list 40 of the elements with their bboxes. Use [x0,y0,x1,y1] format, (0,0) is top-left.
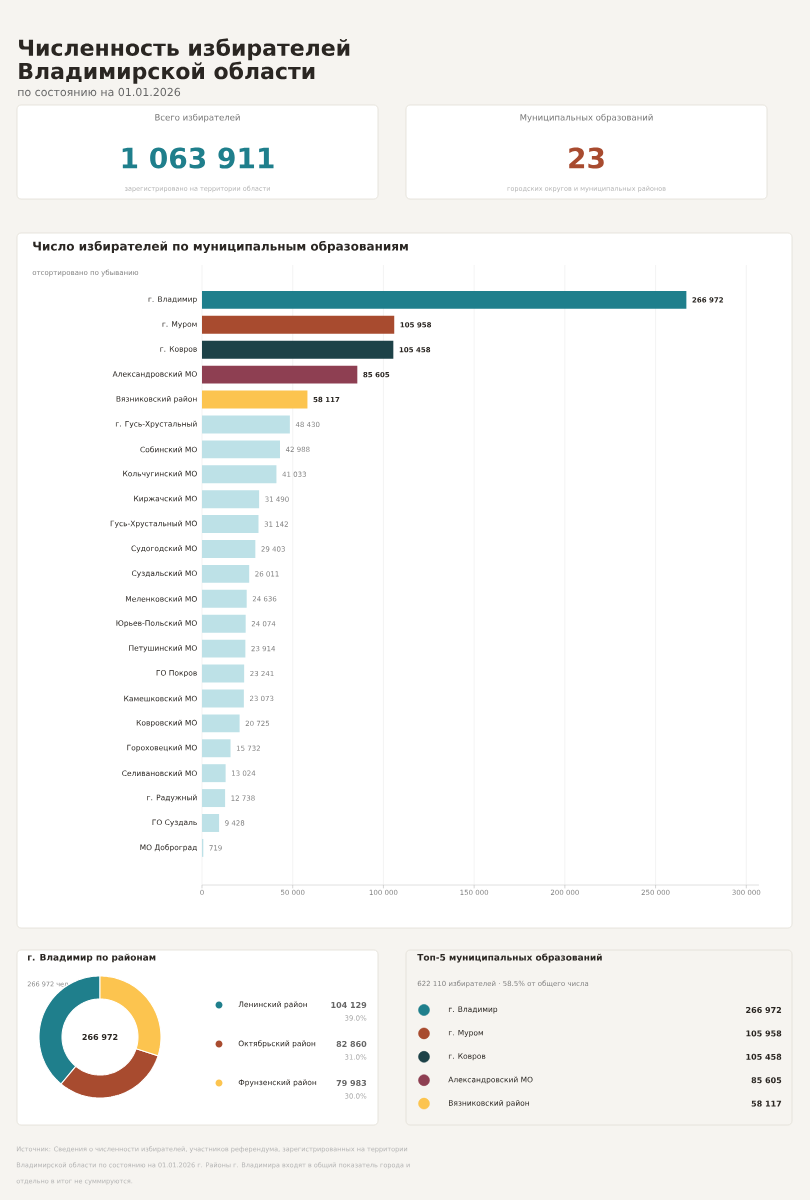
text: 23 [569,147,604,169]
bar [202,739,231,758]
chart-title: Число избирателей по муниципальным образованиям [33,240,408,254]
data-label: 58 117 [751,1100,782,1107]
bar [202,340,394,359]
data-label: 104 129 [331,1001,367,1009]
bar [202,589,247,608]
bar [202,564,250,583]
bar [202,764,226,783]
bar [202,789,226,808]
text: Всего избирателей [155,113,240,123]
bar [202,714,240,733]
text: 1 063 911 [122,147,274,169]
bar [202,689,244,708]
bar [202,639,246,658]
bar [202,490,260,509]
bar [202,664,245,683]
bar [202,390,308,409]
text: Топ-5 муниципальных образований [417,953,602,963]
bar [202,814,220,832]
data-label: 85 605 [751,1077,782,1084]
bar [202,290,687,309]
data-label: 79 983 [336,1079,367,1087]
data-label: 105 958 [746,1030,782,1037]
bar [202,365,358,384]
data-label: 82 860 [336,1040,367,1048]
bar [202,415,290,434]
bar [202,540,256,558]
chart-title: г. Владимир по районам [28,953,156,963]
data-label: 105 458 [746,1053,782,1060]
bar [202,614,246,633]
bar [202,440,280,459]
bar [202,315,395,334]
text: Численность избирателей Владимирской области [19,38,350,84]
bar [202,465,277,484]
text: Муниципальных образований [520,113,653,123]
bar [202,515,259,534]
data-label: 266 972 [746,1006,782,1014]
text: 266 972 [82,1033,118,1041]
text: по состоянию на 01.01.2026 [18,87,181,97]
